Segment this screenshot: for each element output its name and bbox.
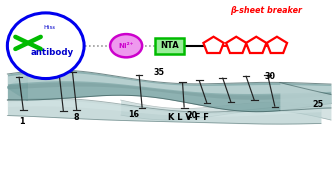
FancyBboxPatch shape xyxy=(155,38,184,54)
Text: Ni²⁺: Ni²⁺ xyxy=(119,43,134,49)
Text: antibody: antibody xyxy=(31,48,74,57)
Ellipse shape xyxy=(110,34,142,57)
Text: 25: 25 xyxy=(313,100,324,109)
Polygon shape xyxy=(226,37,246,53)
Text: 1: 1 xyxy=(19,117,24,126)
Polygon shape xyxy=(246,37,266,53)
Text: K L V F F: K L V F F xyxy=(168,113,208,122)
Text: β-sheet breaker: β-sheet breaker xyxy=(230,6,302,15)
Polygon shape xyxy=(267,37,287,53)
Text: 30: 30 xyxy=(265,72,276,81)
Text: His₆: His₆ xyxy=(44,25,56,30)
Text: NTA: NTA xyxy=(160,41,179,50)
Text: 8: 8 xyxy=(74,113,80,122)
Ellipse shape xyxy=(7,13,84,79)
Text: 20: 20 xyxy=(187,111,198,120)
Text: 40: 40 xyxy=(58,65,69,74)
Text: 35: 35 xyxy=(154,68,165,77)
Polygon shape xyxy=(203,37,224,53)
Text: 16: 16 xyxy=(128,110,139,119)
